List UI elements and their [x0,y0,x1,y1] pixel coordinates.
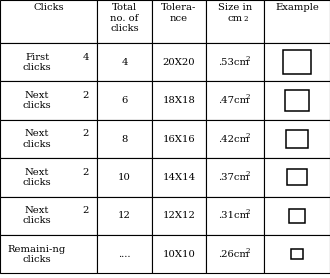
Bar [206,158,264,197]
Bar [0,43,97,81]
Text: 2: 2 [246,55,250,63]
Text: 2: 2 [246,170,250,178]
Text: cm: cm [228,14,243,23]
Text: .53cm: .53cm [218,58,249,67]
Bar [206,120,264,158]
Bar [286,130,308,148]
Bar [0,0,97,43]
Text: 2: 2 [82,130,89,138]
Text: .47cm: .47cm [218,96,249,105]
Text: Total: Total [112,3,137,12]
Text: 12: 12 [118,211,131,220]
Bar [152,235,206,273]
Text: clicks: clicks [23,255,51,264]
Bar [0,158,97,197]
Text: Clicks: Clicks [33,3,64,12]
Text: 4: 4 [82,53,89,62]
Bar [0,120,97,158]
Text: 2: 2 [82,206,89,215]
Text: ....: .... [118,250,131,259]
Text: .37cm: .37cm [218,173,249,182]
Text: clicks: clicks [23,63,51,72]
Text: 10: 10 [118,173,131,182]
Text: nce: nce [170,14,188,23]
Text: 14X14: 14X14 [162,173,196,182]
Bar [97,0,152,43]
Bar [97,81,152,120]
Text: clicks: clicks [23,178,51,187]
Bar [264,235,330,273]
Text: 2: 2 [246,93,250,101]
Text: Example: Example [275,3,319,12]
Bar [206,235,264,273]
Text: 18X18: 18X18 [163,96,195,105]
Text: 2: 2 [246,208,250,216]
Text: 2: 2 [246,247,250,255]
Bar [0,197,97,235]
Bar [283,50,311,74]
Text: Next: Next [25,91,49,100]
Bar [291,249,303,259]
Bar [264,197,330,235]
Text: Next: Next [25,206,49,215]
Text: .31cm: .31cm [218,211,249,220]
Text: Tolera-: Tolera- [161,3,197,12]
Bar [206,43,264,81]
Text: no. of: no. of [111,14,139,23]
Text: 16X16: 16X16 [163,135,195,143]
Bar [287,169,307,185]
Text: 2: 2 [246,132,250,140]
Text: 2: 2 [244,15,248,23]
Text: 2: 2 [82,91,89,100]
Text: clicks: clicks [23,216,51,225]
Bar [264,81,330,120]
Text: 4: 4 [121,58,128,67]
Bar [152,197,206,235]
Text: 6: 6 [121,96,128,105]
Bar [264,158,330,197]
Bar [152,0,206,43]
Text: 20X20: 20X20 [163,58,195,67]
Bar [289,209,305,223]
Bar [152,81,206,120]
Text: clicks: clicks [110,24,139,33]
Bar [264,120,330,158]
Bar [206,81,264,120]
Bar [152,158,206,197]
Bar [264,43,330,81]
Text: 10X10: 10X10 [163,250,195,259]
Bar [97,158,152,197]
Text: clicks: clicks [23,101,51,110]
Text: .42cm: .42cm [218,135,249,143]
Text: .26cm: .26cm [218,250,249,259]
Bar [284,90,310,111]
Bar [97,43,152,81]
Text: 12X12: 12X12 [163,211,195,220]
Text: Size in: Size in [218,3,252,12]
Text: 8: 8 [121,135,128,143]
Bar [0,81,97,120]
Text: 2: 2 [82,168,89,177]
Bar [97,197,152,235]
Text: Next: Next [25,130,49,138]
Text: clicks: clicks [23,140,51,148]
Text: Remaini-ng: Remaini-ng [8,245,66,254]
Bar [152,120,206,158]
Bar [0,235,97,273]
Bar [152,43,206,81]
Bar [97,235,152,273]
Bar [264,0,330,43]
Bar [206,197,264,235]
Bar [206,0,264,43]
Text: Next: Next [25,168,49,177]
Bar [97,120,152,158]
Text: First: First [25,53,49,62]
